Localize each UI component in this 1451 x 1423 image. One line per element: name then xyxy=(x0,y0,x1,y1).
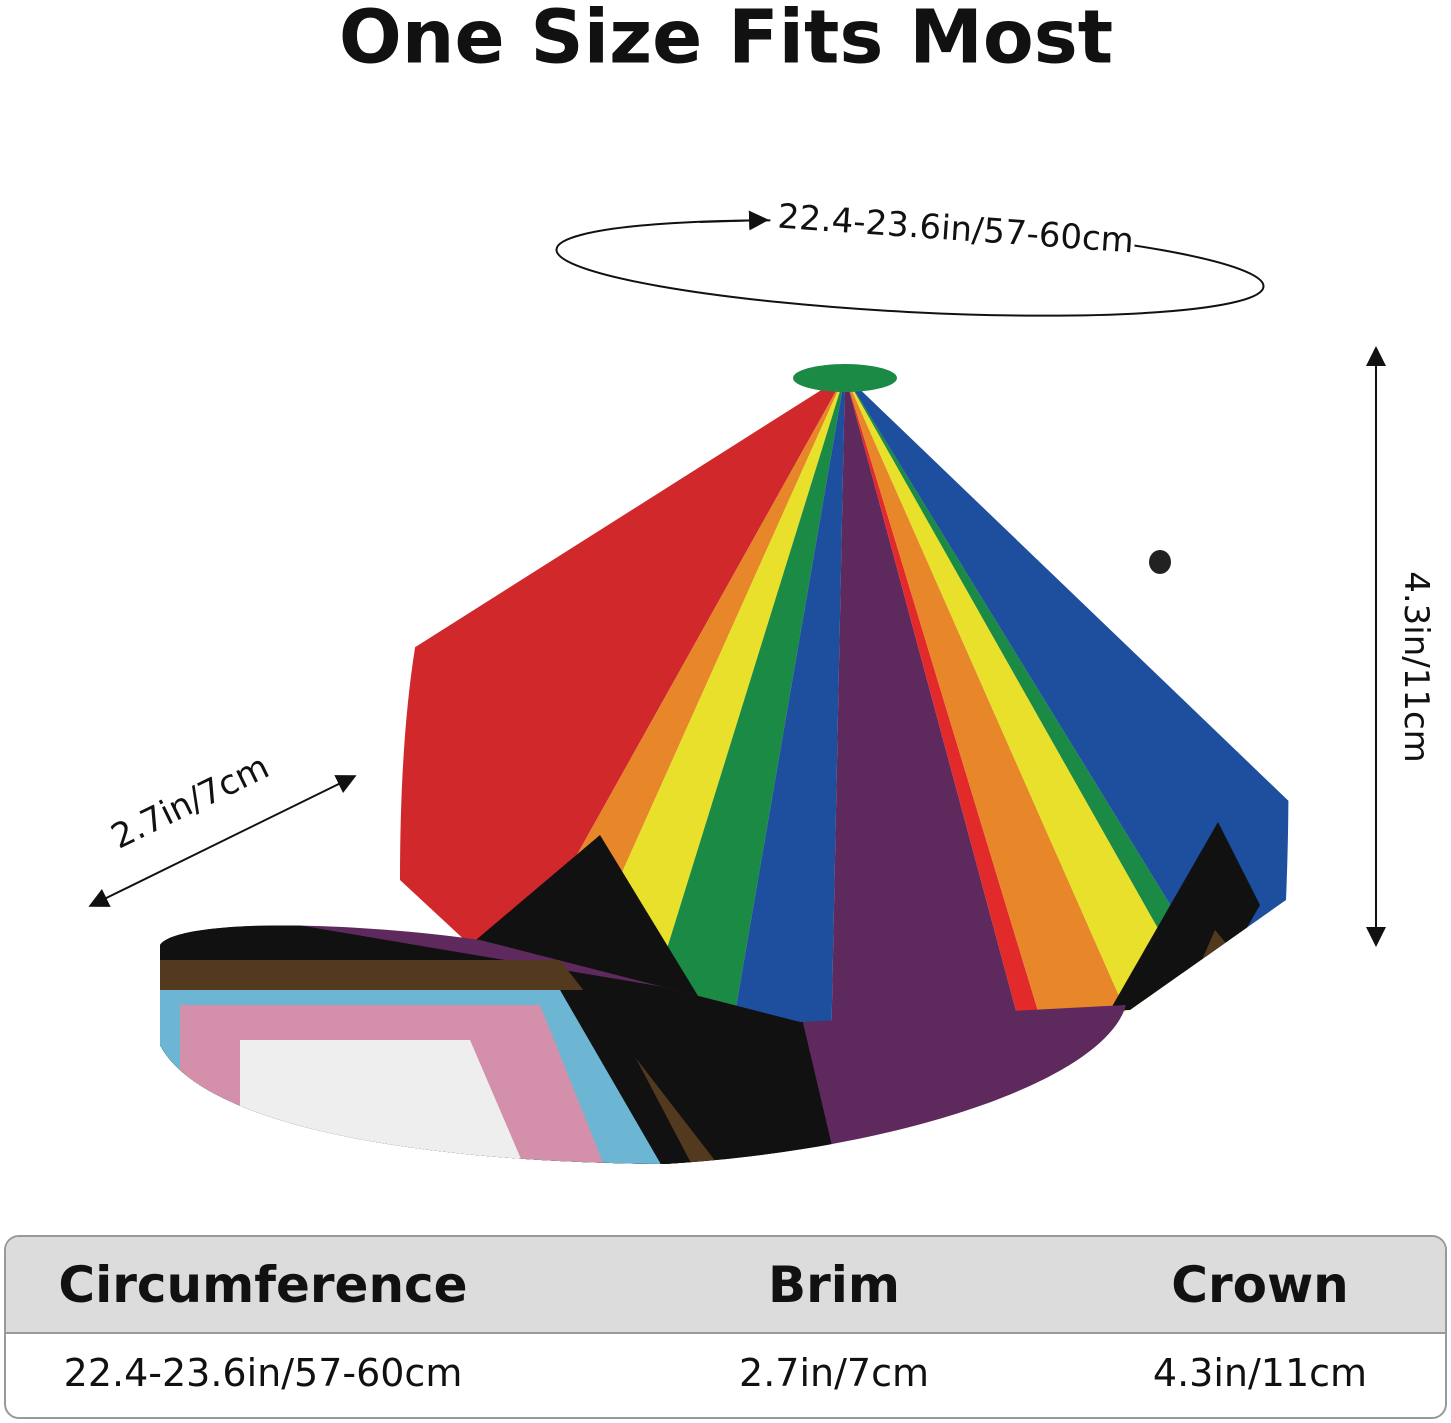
table-cell: 2.7in/7cm xyxy=(739,1351,929,1395)
table-header-bg xyxy=(6,1237,1445,1333)
title: One Size Fits Most xyxy=(339,0,1113,81)
table-header: Crown xyxy=(1171,1256,1349,1314)
table-header: Brim xyxy=(768,1256,900,1314)
circumference-arrow xyxy=(699,210,769,231)
eyelet xyxy=(1149,550,1171,574)
brim-label: 2.7in/7cm xyxy=(105,747,275,857)
size-table: Circumference Brim Crown 22.4-23.6in/57-… xyxy=(4,1235,1447,1419)
cap-button xyxy=(793,364,897,392)
brim-arrow xyxy=(88,775,357,907)
table-cell: 22.4-23.6in/57-60cm xyxy=(64,1351,463,1395)
label-bg xyxy=(768,192,1137,273)
crown-label: 4.3in/11cm xyxy=(1396,571,1436,763)
cap-crown xyxy=(400,375,1289,1032)
table-header: Circumference xyxy=(58,1256,467,1314)
table-cell: 4.3in/11cm xyxy=(1153,1351,1367,1395)
